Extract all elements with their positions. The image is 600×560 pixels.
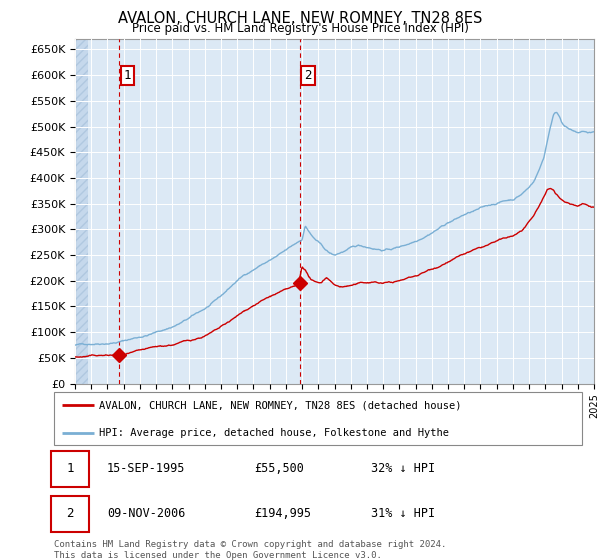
Text: £55,500: £55,500	[254, 463, 305, 475]
Text: 15-SEP-1995: 15-SEP-1995	[107, 463, 185, 475]
Text: 32% ↓ HPI: 32% ↓ HPI	[371, 463, 435, 475]
Text: AVALON, CHURCH LANE, NEW ROMNEY, TN28 8ES (detached house): AVALON, CHURCH LANE, NEW ROMNEY, TN28 8E…	[99, 400, 461, 410]
Bar	[75, 39, 88, 384]
Text: AVALON, CHURCH LANE, NEW ROMNEY, TN28 8ES: AVALON, CHURCH LANE, NEW ROMNEY, TN28 8E…	[118, 11, 482, 26]
Text: 1: 1	[124, 69, 131, 82]
Text: £194,995: £194,995	[254, 507, 311, 520]
FancyBboxPatch shape	[52, 496, 89, 532]
Text: 2: 2	[304, 69, 312, 82]
Text: 09-NOV-2006: 09-NOV-2006	[107, 507, 185, 520]
Text: 31% ↓ HPI: 31% ↓ HPI	[371, 507, 435, 520]
Text: Price paid vs. HM Land Registry's House Price Index (HPI): Price paid vs. HM Land Registry's House …	[131, 22, 469, 35]
Text: Contains HM Land Registry data © Crown copyright and database right 2024.
This d: Contains HM Land Registry data © Crown c…	[54, 540, 446, 560]
FancyBboxPatch shape	[52, 451, 89, 487]
Text: 1: 1	[67, 463, 74, 475]
Text: 2: 2	[67, 507, 74, 520]
Text: HPI: Average price, detached house, Folkestone and Hythe: HPI: Average price, detached house, Folk…	[99, 428, 449, 438]
